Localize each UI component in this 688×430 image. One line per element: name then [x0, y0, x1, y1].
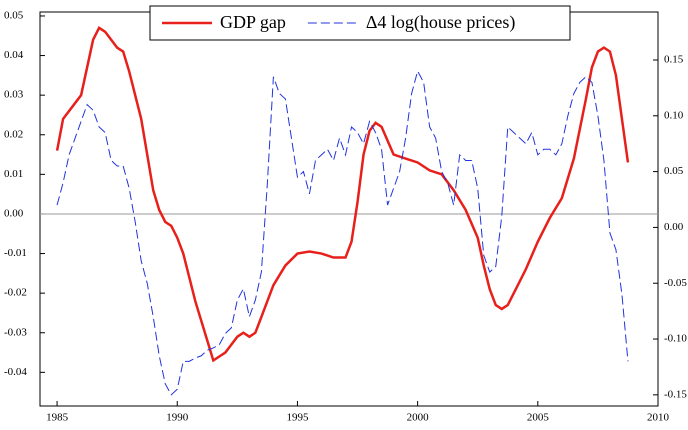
y-tick-label: 0.01 — [4, 168, 23, 180]
legend-label: GDP gap — [220, 12, 286, 32]
y2-tick-label: -0.15 — [664, 388, 687, 400]
y2-tick-label: 0.00 — [664, 221, 684, 233]
data-line — [56, 69, 629, 396]
x-tick-label: 2000 — [407, 412, 430, 424]
y2-tick-label: 0.10 — [664, 109, 684, 121]
legend-label: Δ4 log(house prices) — [366, 12, 516, 33]
y-tick-label: -0.04 — [4, 366, 27, 378]
y-tick-label: 0.02 — [4, 128, 23, 140]
y-tick-label: 0.00 — [4, 207, 24, 219]
y2-tick-label: -0.05 — [664, 277, 687, 289]
data-line — [55, 26, 630, 363]
y2-tick-label: 0.05 — [664, 165, 684, 177]
x-tick-label: 1995 — [286, 412, 309, 424]
y-tick-label: -0.03 — [4, 326, 27, 338]
y-tick-label: 0.04 — [4, 49, 24, 61]
y-tick-label: 0.05 — [4, 9, 24, 21]
y-tick-label: -0.02 — [4, 287, 27, 299]
x-tick-label: 1990 — [166, 412, 189, 424]
y2-tick-label: -0.10 — [664, 333, 687, 345]
y2-tick-label: 0.15 — [664, 54, 684, 66]
x-tick-label: 2010 — [647, 412, 670, 424]
x-tick-label: 2005 — [527, 412, 550, 424]
legend-box — [149, 5, 571, 41]
y-tick-label: -0.01 — [4, 247, 27, 259]
x-tick-label: 1985 — [46, 412, 69, 424]
y-tick-label: 0.03 — [4, 89, 24, 101]
